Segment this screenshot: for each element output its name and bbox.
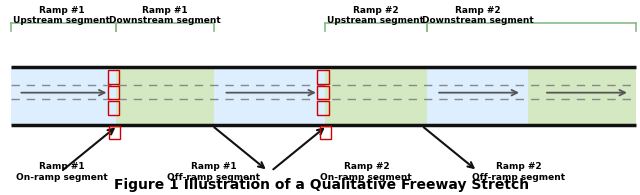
- Bar: [116, 66, 214, 125]
- Bar: [317, 101, 329, 115]
- Text: Ramp #2
On-ramp segment: Ramp #2 On-ramp segment: [321, 162, 412, 182]
- Text: Ramp #2
Downstream segment: Ramp #2 Downstream segment: [422, 5, 533, 25]
- Bar: [108, 70, 120, 84]
- Text: Ramp #2
Upstream segment: Ramp #2 Upstream segment: [328, 5, 424, 25]
- Bar: [108, 101, 120, 115]
- Bar: [108, 86, 120, 99]
- Bar: [325, 66, 427, 125]
- Text: Ramp #1
Downstream segment: Ramp #1 Downstream segment: [109, 5, 221, 25]
- Bar: [317, 86, 329, 99]
- Bar: [320, 126, 332, 139]
- Bar: [109, 126, 120, 139]
- Bar: [317, 70, 329, 84]
- Text: Ramp #1
On-ramp segment: Ramp #1 On-ramp segment: [16, 162, 108, 182]
- Bar: [528, 66, 636, 125]
- Text: Ramp #1
Upstream segment: Ramp #1 Upstream segment: [13, 5, 110, 25]
- Bar: [11, 66, 636, 125]
- Text: Ramp #1
Off-ramp segment: Ramp #1 Off-ramp segment: [168, 162, 260, 182]
- Text: Ramp #2
Off-ramp segment: Ramp #2 Off-ramp segment: [472, 162, 565, 182]
- Text: Figure 1 Illustration of a Qualitative Freeway Stretch: Figure 1 Illustration of a Qualitative F…: [115, 178, 529, 192]
